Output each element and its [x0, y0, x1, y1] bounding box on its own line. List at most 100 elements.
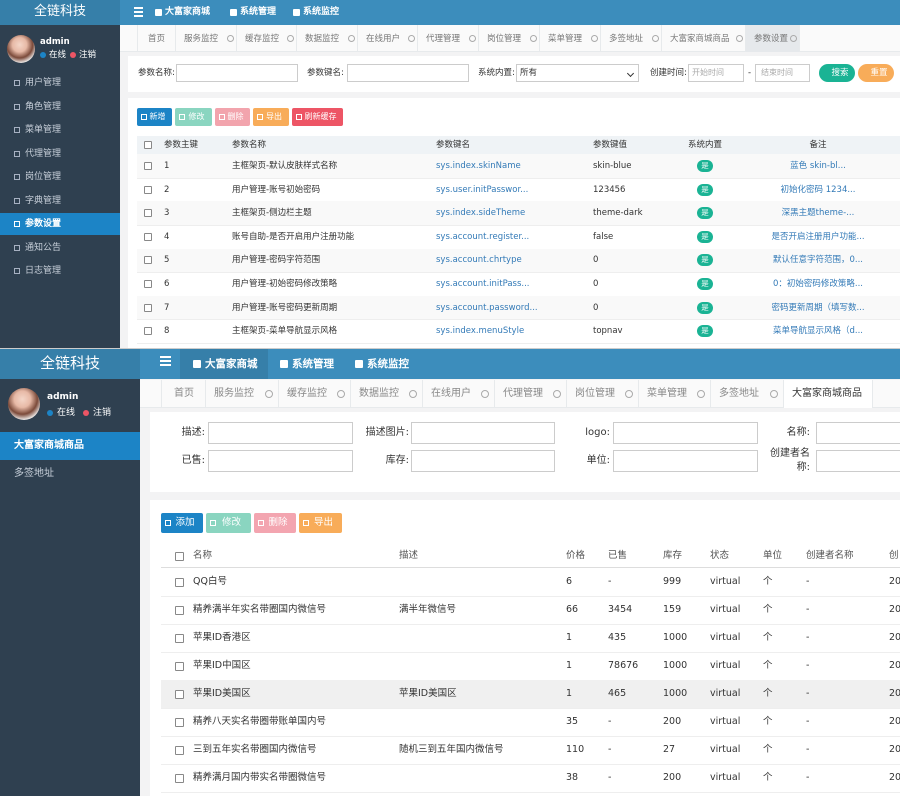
tab-close [770, 390, 778, 398]
input[interactable] [816, 450, 900, 472]
nav-item[interactable]: 系统管理 [292, 356, 334, 372]
input[interactable] [613, 450, 758, 472]
tab-label[interactable]: 首页 [148, 31, 165, 47]
tab-prev [120, 25, 138, 52]
tab-label[interactable]: 岗位管理 [487, 31, 521, 47]
checkbox[interactable] [144, 304, 152, 312]
checkbox[interactable] [144, 256, 152, 264]
badge-label: 是 [701, 182, 709, 198]
input[interactable] [208, 450, 353, 472]
checkbox[interactable] [144, 141, 152, 149]
table-header-cell: 价格 [566, 548, 585, 564]
checkbox[interactable] [144, 209, 152, 217]
tab-close [553, 390, 561, 398]
menu-item[interactable]: 用户管理 [25, 75, 61, 91]
checkbox[interactable] [175, 662, 184, 671]
checkbox[interactable] [175, 606, 184, 615]
table-cell: virtual [710, 630, 740, 646]
tab-label[interactable]: 代理管理 [426, 31, 460, 47]
table-cell: - [806, 630, 809, 646]
status-dot [40, 52, 46, 58]
table-cell: 精养八天实名带圈带账单国内号 [193, 714, 326, 730]
table-cell: 个 [763, 658, 773, 674]
input[interactable] [816, 422, 900, 444]
tab-label[interactable]: 大富家商城商品 [670, 31, 730, 47]
menu-item[interactable]: 多签地址 [14, 466, 54, 482]
table-cell: 苹果ID美国区 [193, 686, 251, 702]
table-cell: 3 [164, 205, 169, 221]
user-logout[interactable]: 注销 [79, 47, 96, 63]
checkbox[interactable] [175, 634, 184, 643]
nav-item[interactable]: 系统管理 [240, 4, 276, 20]
checkbox[interactable] [175, 578, 184, 587]
checkbox[interactable] [175, 690, 184, 699]
checkbox[interactable] [144, 327, 152, 335]
menu-item[interactable]: 日志管理 [25, 263, 61, 279]
tab-label[interactable]: 大富家商城商品 [792, 386, 862, 402]
input[interactable] [208, 422, 353, 444]
tab-label[interactable]: 代理管理 [503, 386, 543, 402]
table-cell: theme-dark [593, 205, 643, 221]
tab-label[interactable]: 首页 [174, 386, 194, 402]
table-cell: 27 [663, 742, 675, 758]
table-header-cell: 名称 [193, 548, 212, 564]
table-cell: 20 [889, 602, 900, 618]
input[interactable] [347, 64, 469, 82]
checkbox[interactable] [144, 280, 152, 288]
badge-label: 是 [701, 205, 709, 221]
checkbox[interactable] [144, 186, 152, 194]
input[interactable] [613, 422, 758, 444]
tab-label[interactable]: 岗位管理 [575, 386, 615, 402]
menu-item[interactable]: 通知公告 [25, 240, 61, 256]
tab-label[interactable]: 数据监控 [305, 31, 339, 47]
table-cell: 主框架页-菜单导航显示风格 [232, 323, 337, 339]
row-line [137, 343, 900, 344]
checkbox[interactable] [175, 746, 184, 755]
table-cell: 38 [566, 770, 578, 786]
input[interactable] [411, 422, 555, 444]
tab-label[interactable]: 数据监控 [359, 386, 399, 402]
menu-item[interactable]: 字典管理 [25, 193, 61, 209]
checkbox[interactable] [175, 718, 184, 727]
tab-label[interactable]: 服务监控 [214, 386, 254, 402]
tab-label[interactable]: 在线用户 [366, 31, 400, 47]
tab-label[interactable]: 菜单管理 [647, 386, 687, 402]
tab-close [481, 390, 489, 398]
form-label: 已售: [182, 453, 205, 469]
nav-item[interactable]: 系统监控 [367, 356, 409, 372]
table-header-cell: 参数主键 [164, 137, 198, 153]
tab-close [790, 35, 797, 42]
checkbox[interactable] [175, 774, 184, 783]
table-cell: 110 [566, 742, 584, 758]
tab-label[interactable]: 多签地址 [609, 31, 643, 47]
tab-label[interactable]: 在线用户 [431, 386, 471, 402]
user-logout[interactable]: 注销 [93, 405, 111, 421]
tab-label[interactable]: 缓存监控 [245, 31, 279, 47]
tab-label[interactable]: 多签地址 [719, 386, 759, 402]
menu-item[interactable]: 岗位管理 [25, 169, 61, 185]
tab-label[interactable]: 菜单管理 [548, 31, 582, 47]
tab-close [348, 35, 355, 42]
tab-label[interactable]: 缓存监控 [287, 386, 327, 402]
table-cell: virtual [710, 714, 740, 730]
tab-label[interactable]: 参数设置 [754, 31, 788, 47]
checkbox[interactable] [144, 233, 152, 241]
input[interactable] [411, 450, 555, 472]
tab-label[interactable]: 服务监控 [184, 31, 218, 47]
table-cell: 5 [164, 252, 169, 268]
table-cell: 个 [763, 770, 773, 786]
menu-item[interactable]: 代理管理 [25, 146, 61, 162]
menu-item[interactable]: 角色管理 [25, 99, 61, 115]
nav-item[interactable]: 大富家商城 [165, 4, 210, 20]
menu-item[interactable]: 菜单管理 [25, 122, 61, 138]
menu-item[interactable]: 大富家商城商品 [14, 438, 84, 454]
table-cell: 深黑主题theme-... [782, 205, 855, 221]
nav-item[interactable]: 系统监控 [303, 4, 339, 20]
table-cell: 1000 [663, 630, 687, 646]
checkbox[interactable] [175, 552, 184, 561]
nav-item[interactable]: 大富家商城 [205, 356, 258, 372]
menu-item[interactable]: 参数设置 [25, 216, 61, 232]
input[interactable] [176, 64, 298, 82]
checkbox[interactable] [144, 162, 152, 170]
table-cell: 主框架页-侧边栏主题 [232, 205, 312, 221]
